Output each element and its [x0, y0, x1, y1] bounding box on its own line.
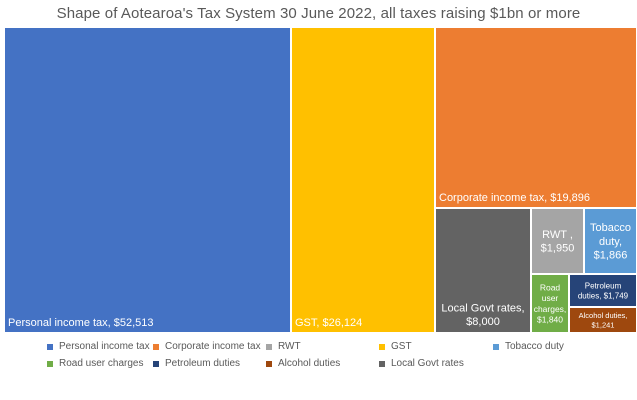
treemap-tile-gst: GST, $26,124 [290, 26, 436, 334]
legend-swatch [266, 343, 272, 350]
treemap-rect [530, 273, 570, 334]
legend-swatch [47, 360, 53, 367]
treemap-tile-tobacco-duty: Tobacco duty, $1,866 [583, 207, 637, 275]
legend-swatch [153, 360, 159, 367]
legend-swatch [47, 343, 53, 350]
treemap-label: Corporate income tax, $19,896 [439, 192, 590, 204]
treemap-tile-alcohol-duties: Alcohol duties, $1,241 [568, 306, 637, 334]
treemap-rect [530, 207, 585, 275]
legend-label: Petroleum duties [165, 358, 241, 369]
legend-item: Local Govt rates [379, 358, 464, 369]
treemap-tile-personal-income-tax: Personal income tax, $52,513 [3, 26, 292, 334]
legend-label: Personal income tax [59, 341, 150, 352]
treemap-tile-road-user-charges: Road user charges, $1,840 [530, 273, 570, 334]
treemap-rect [583, 207, 637, 275]
treemap-tile-local-govt-rates: Local Govt rates, $8,000 [434, 207, 532, 334]
legend-item: Road user charges [47, 358, 144, 369]
legend-item: Tobacco duty [493, 341, 564, 352]
legend-item: Petroleum duties [153, 358, 240, 369]
treemap-rect [3, 26, 292, 334]
legend-label: Road user charges [59, 358, 144, 369]
treemap-rect [568, 273, 637, 308]
treemap-label: Tobacco duty, $1,866 [590, 222, 631, 262]
treemap-tile-rwt: RWT , $1,950 [530, 207, 585, 275]
treemap-label: Petroleum duties, $1,749 [578, 281, 629, 300]
treemap-rect [290, 26, 436, 334]
legend-label: Tobacco duty [505, 341, 564, 352]
chart-title: Shape of Aotearoa's Tax System 30 June 2… [56, 5, 581, 22]
legend-swatch [379, 343, 385, 350]
legend-label: GST [391, 341, 412, 352]
treemap-rect [434, 26, 637, 209]
legend-label: Corporate income tax [165, 341, 261, 352]
treemap-rect [434, 207, 532, 334]
treemap-rect [568, 306, 637, 334]
legend-swatch [379, 360, 385, 367]
legend-item: Corporate income tax [153, 341, 261, 352]
treemap-label: Personal income tax, $52,513 [8, 317, 154, 329]
legend-label: Alcohol duties [278, 358, 341, 369]
treemap-tile-petroleum-duties: Petroleum duties, $1,749 [568, 273, 637, 308]
treemap-label: Local Govt rates, $8,000 [441, 302, 524, 328]
legend-item: RWT [266, 341, 301, 352]
treemap-label: Road user charges, $1,840 [534, 283, 567, 325]
chart-legend: Personal income tax Corporate income tax R… [0, 340, 637, 396]
legend-swatch [266, 360, 272, 367]
legend-swatch [153, 343, 159, 350]
treemap-label: GST, $26,124 [295, 317, 362, 329]
legend-item: Personal income tax [47, 341, 150, 352]
treemap-label: RWT , $1,950 [541, 229, 575, 255]
treemap-tile-corporate-income-tax: Corporate income tax, $19,896 [434, 26, 637, 209]
legend-label: Local Govt rates [391, 358, 464, 369]
legend-item: GST [379, 341, 412, 352]
legend-item: Alcohol duties [266, 358, 340, 369]
legend-swatch [493, 343, 499, 350]
legend-label: RWT [278, 341, 301, 352]
treemap-label: Alcohol duties, $1,241 [579, 311, 628, 329]
